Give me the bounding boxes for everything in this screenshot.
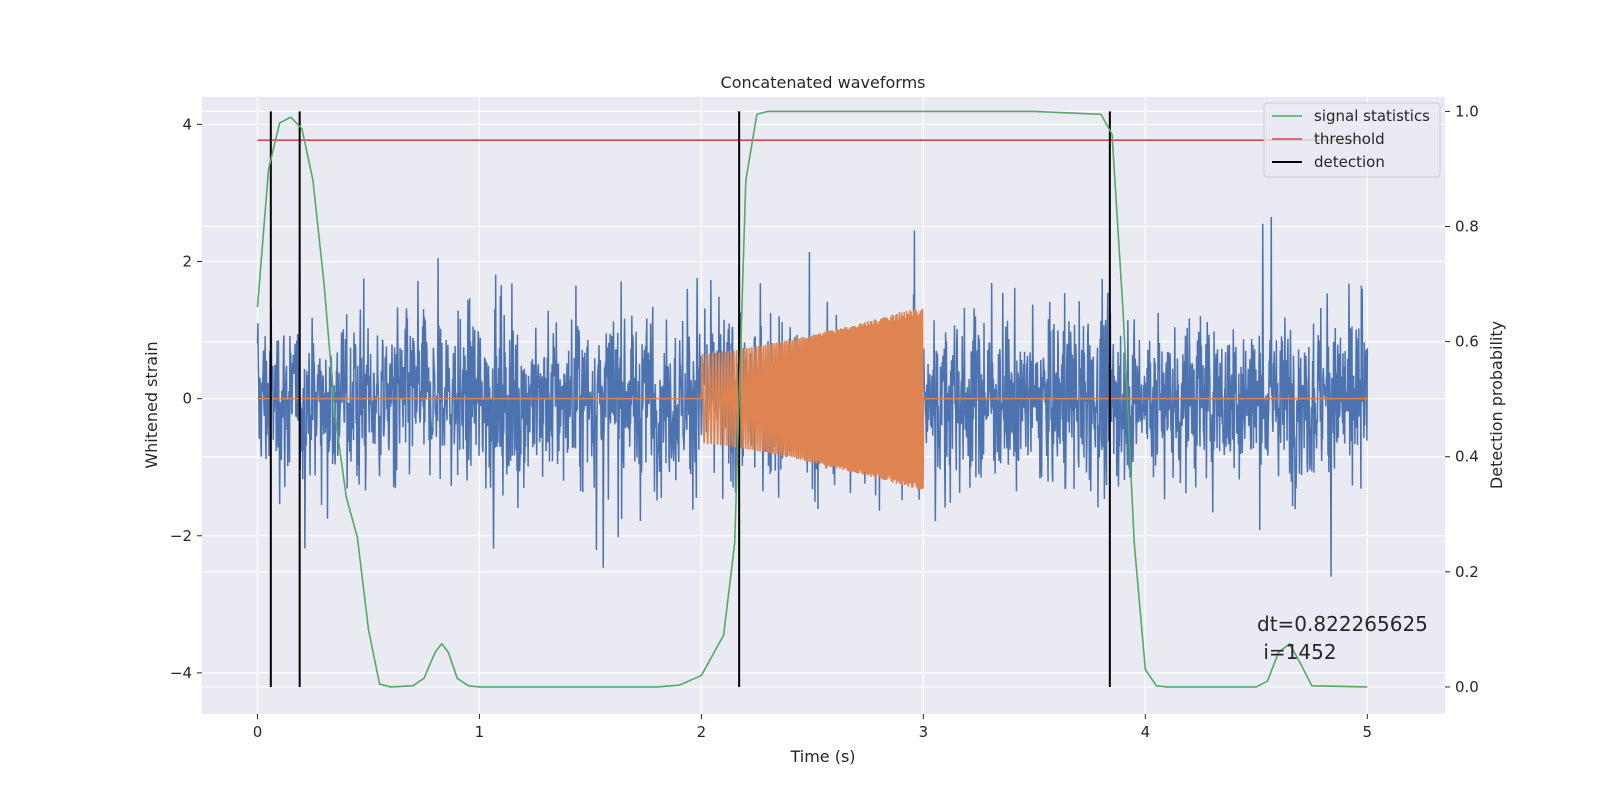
annotation-dt: dt=0.822265625 <box>1257 612 1428 636</box>
signal-statistics-series <box>256 110 1368 688</box>
legend-label-detection: detection <box>1314 153 1385 171</box>
signal-statistics-line <box>256 110 1368 688</box>
y-axis-label-right: Detection probability <box>1487 321 1506 489</box>
x-tick-label: 3 <box>919 723 929 741</box>
y-tick-label-left: 4 <box>182 115 192 133</box>
noise-series <box>256 216 1369 577</box>
y-tick-label-left: −4 <box>170 664 192 682</box>
x-tick-label: 1 <box>475 723 485 741</box>
detection-lines <box>269 111 1111 687</box>
axis-ticks: 0 1 2 3 4 5 −4 −2 0 2 4 0.0 0.2 0.4 0.6 0.8 1.0 <box>170 102 1479 741</box>
y-tick-label-right: 0.2 <box>1455 563 1479 581</box>
x-tick-label: 5 <box>1363 723 1373 741</box>
chart-title: Concatenated waveforms <box>721 73 926 92</box>
legend-box <box>1263 102 1441 178</box>
annotation-index: i=1452 <box>1257 640 1337 664</box>
y-tick-label-right: 0.0 <box>1455 678 1479 696</box>
y-tick-label-right: 0.6 <box>1455 333 1479 351</box>
legend-label-threshold: threshold <box>1314 130 1385 148</box>
y-tick-label-right: 0.8 <box>1455 218 1479 236</box>
y-axis-label-left: Whitened strain <box>142 341 161 468</box>
x-tick-label: 0 <box>253 723 263 741</box>
y-tick-label-right: 1.0 <box>1455 102 1479 120</box>
x-axis-label: Time (s) <box>789 747 855 766</box>
y-tick-label-left: −2 <box>170 527 192 545</box>
y-tick-label-left: 2 <box>182 253 192 271</box>
x-tick-label: 2 <box>697 723 707 741</box>
y-tick-label-left: 0 <box>182 390 192 408</box>
legend-label-signal-statistics: signal statistics <box>1314 107 1430 125</box>
noise-line <box>256 216 1369 577</box>
x-tick-label: 4 <box>1141 723 1151 741</box>
legend: signal statistics threshold detection <box>1263 102 1441 178</box>
y-tick-label-right: 0.4 <box>1455 448 1479 466</box>
